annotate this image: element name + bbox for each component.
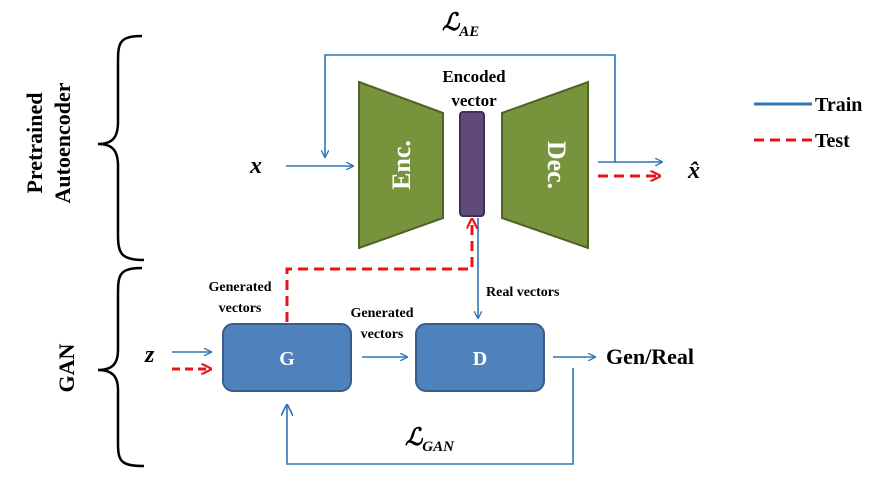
encoder-block	[358, 80, 444, 250]
gan-input-z: z	[144, 342, 155, 368]
loss-ae-label: ℒAE	[442, 10, 479, 40]
legend-train-label: Train	[815, 94, 862, 116]
gan-group-label: GAN	[54, 343, 79, 392]
encoded-vector-label-line2: vector	[451, 91, 497, 110]
generated-to-encoded-test-line	[285, 219, 472, 322]
autoencoder-group-label-line2: Autoencoder	[50, 82, 75, 203]
generated-vectors-left-line2: vectors	[219, 301, 262, 316]
encoder-label: Enc.	[387, 140, 416, 190]
loss-gan-label: ℒGAN	[405, 425, 455, 455]
ae-input-x: x	[249, 153, 262, 179]
ae-output-xhat: x̂	[687, 158, 700, 184]
gan-brace	[97, 266, 145, 468]
autoencoder-brace	[97, 34, 145, 262]
legend-test-label: Test	[815, 130, 850, 152]
gan-output-label: Gen/Real	[606, 344, 694, 369]
decoder-label: Dec.	[542, 141, 571, 189]
discriminator-label: D	[473, 348, 487, 370]
ae-loss-loop-line	[325, 54, 616, 162]
generated-vectors-left-line1: Generated	[209, 280, 272, 295]
gan-loss-loop-line	[287, 368, 574, 465]
generator-label: G	[279, 348, 295, 370]
real-vectors-label: Real vectors	[486, 285, 560, 300]
decoder-block	[501, 80, 589, 250]
encoded-vector-block	[459, 111, 485, 217]
autoencoder-group-label-line1: Pretrained	[22, 92, 47, 193]
generated-vectors-mid-line1: Generated	[351, 306, 414, 321]
generated-vectors-mid-line2: vectors	[361, 327, 404, 342]
discriminator-block	[415, 323, 545, 392]
generator-block	[222, 323, 352, 392]
encoded-vector-label-line1: Encoded	[442, 67, 506, 86]
